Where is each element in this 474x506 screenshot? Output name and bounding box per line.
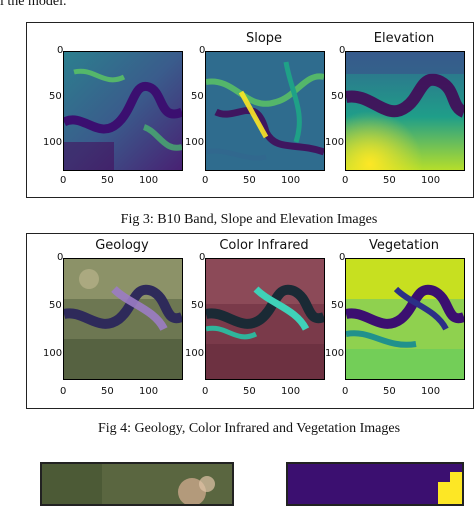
y-tick-label: 50 bbox=[331, 300, 344, 311]
x-tick-label: 100 bbox=[281, 175, 301, 186]
y-tick-label: 50 bbox=[331, 91, 344, 102]
panel-title: Vegetation bbox=[368, 238, 440, 253]
y-tick-label: 50 bbox=[49, 91, 62, 102]
x-tick-label: 100 bbox=[139, 386, 159, 397]
x-tick-label: 100 bbox=[421, 386, 441, 397]
x-tick-label: 0 bbox=[202, 386, 209, 397]
x-tick-label: 50 bbox=[243, 386, 256, 397]
figure-4: Geology 0 50 100 0 50 100 Color Infrared… bbox=[26, 233, 474, 409]
y-tick-label: 100 bbox=[43, 348, 63, 359]
panel-title: Slope bbox=[245, 31, 283, 46]
x-tick-label: 0 bbox=[60, 386, 67, 397]
geology-image bbox=[63, 258, 183, 380]
b10-band-image bbox=[63, 51, 183, 171]
y-tick-label: 100 bbox=[185, 348, 205, 359]
figure-3: 0 50 100 0 50 100 Slope 0 50 100 0 50 10… bbox=[26, 22, 474, 198]
y-tick-label: 100 bbox=[185, 137, 205, 148]
x-tick-label: 50 bbox=[383, 175, 396, 186]
x-tick-label: 50 bbox=[383, 386, 396, 397]
panel-title: Color Infrared bbox=[219, 238, 309, 253]
figure-3-caption: Fig 3: B10 Band, Slope and Elevation Ima… bbox=[120, 212, 378, 227]
figure-4-caption: Fig 4: Geology, Color Infrared and Veget… bbox=[97, 421, 401, 436]
y-tick-label: 0 bbox=[57, 252, 64, 263]
y-tick-label: 50 bbox=[49, 300, 62, 311]
y-tick-label: 0 bbox=[199, 252, 206, 263]
y-tick-label: 100 bbox=[43, 137, 63, 148]
x-tick-label: 0 bbox=[342, 175, 349, 186]
x-tick-label: 100 bbox=[281, 386, 301, 397]
x-tick-label: 50 bbox=[101, 175, 114, 186]
vegetation-image bbox=[345, 258, 465, 380]
color-infrared-image bbox=[205, 258, 325, 380]
y-tick-label: 50 bbox=[191, 300, 204, 311]
x-tick-label: 50 bbox=[243, 175, 256, 186]
y-tick-label: 100 bbox=[325, 137, 345, 148]
y-tick-label: 0 bbox=[57, 45, 64, 56]
y-tick-label: 50 bbox=[191, 91, 204, 102]
y-tick-label: 0 bbox=[339, 252, 346, 263]
y-tick-label: 0 bbox=[339, 45, 346, 56]
y-tick-label: 100 bbox=[325, 348, 345, 359]
y-tick-label: 0 bbox=[199, 45, 206, 56]
satellite-photo-partial bbox=[40, 462, 234, 506]
x-tick-label: 100 bbox=[421, 175, 441, 186]
panel-title: Geology bbox=[95, 238, 149, 253]
top-text: l the model. bbox=[0, 0, 67, 9]
elevation-image bbox=[345, 51, 465, 171]
x-tick-label: 0 bbox=[342, 386, 349, 397]
slope-image bbox=[205, 51, 325, 171]
x-tick-label: 50 bbox=[101, 386, 114, 397]
x-tick-label: 100 bbox=[139, 175, 159, 186]
panel-title: Elevation bbox=[373, 31, 435, 46]
x-tick-label: 0 bbox=[202, 175, 209, 186]
classification-map-partial bbox=[286, 462, 464, 506]
x-tick-label: 0 bbox=[60, 175, 67, 186]
